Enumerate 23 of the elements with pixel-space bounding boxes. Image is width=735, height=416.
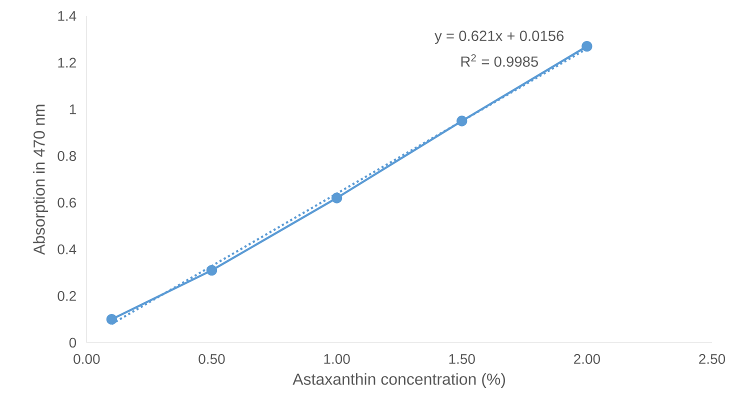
point: [331, 192, 342, 204]
point: [206, 264, 218, 276]
x-tick-label: 1.00: [324, 354, 350, 364]
x-tick-label: 0.00: [74, 354, 100, 364]
x-tick-label: 1.50: [449, 354, 475, 364]
x-tick-label: 2.50: [699, 354, 726, 364]
y-axis-title: Absorption in 470 nm: [33, 104, 48, 255]
y-tick-label: 0: [69, 338, 76, 348]
point: [106, 314, 118, 325]
x-tick-label: 0.50: [198, 354, 225, 364]
y-tick-label: 1.2: [58, 58, 76, 68]
y-tick-label: 0.2: [58, 291, 76, 301]
y-tick-label: 1: [70, 104, 76, 114]
x-tick-label: 2.00: [574, 354, 600, 364]
y-tick-label: 0.8: [58, 151, 76, 161]
point: [456, 116, 468, 126]
y-tick-label: 1.4: [58, 11, 76, 21]
annotation: y = 0.621x + 0.0156: [434, 30, 564, 44]
y-tick-label: 0.6: [58, 198, 76, 208]
x-axis-title: Astaxanthin concentration (%): [292, 373, 506, 388]
y-tick-label: 0.4: [58, 244, 76, 254]
point: [582, 40, 592, 52]
annotation: R$^{2}$ = 0.9985: [461, 54, 538, 67]
